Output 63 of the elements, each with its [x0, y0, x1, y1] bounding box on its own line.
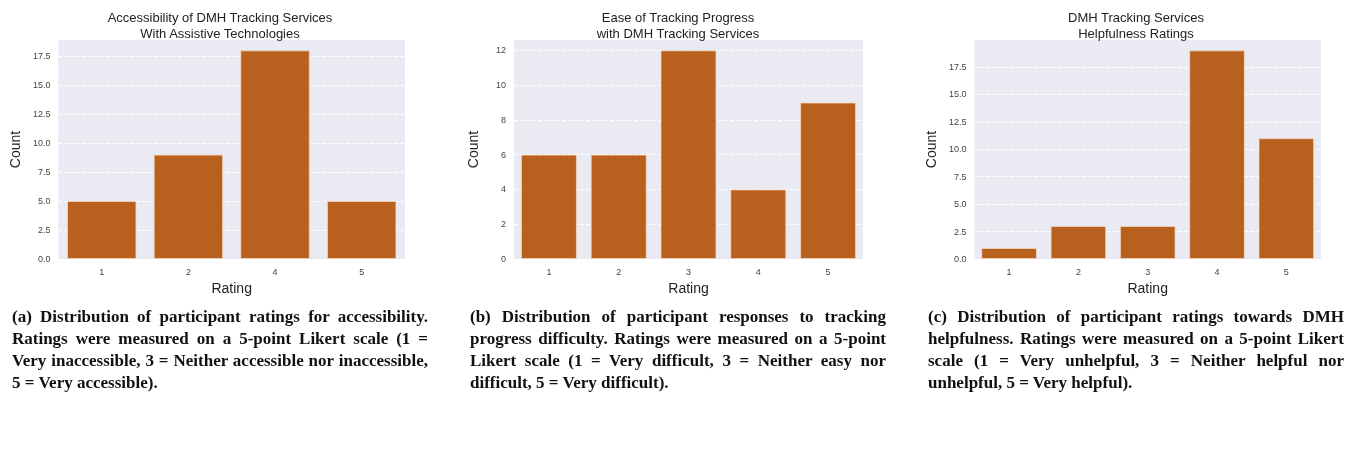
- y-tick-label: 8: [500, 114, 506, 125]
- x-tick-label: 2: [616, 266, 622, 277]
- bar: [730, 189, 787, 259]
- y-tick-label: 6: [500, 149, 506, 160]
- y-tick-label: 10.0: [948, 144, 967, 155]
- x-tick-label: 5: [825, 266, 831, 277]
- bar: [327, 201, 397, 259]
- bar: [1119, 226, 1176, 259]
- bar: [660, 50, 717, 259]
- x-tick-label: 1: [1006, 266, 1012, 277]
- x-tick-label: 2: [185, 266, 191, 277]
- bar: [153, 154, 224, 259]
- y-tick-label: 12.5: [32, 109, 51, 120]
- y-tick-label: 2.5: [953, 226, 967, 237]
- bar: [800, 102, 857, 259]
- y-tick-label: 0.0: [37, 254, 51, 264]
- x-tick-label: 1: [546, 266, 552, 277]
- y-axis-title: Count: [465, 130, 481, 169]
- y-tick-label: 0: [500, 254, 506, 264]
- y-tick-label: 15.0: [32, 80, 51, 91]
- x-tick-label: 2: [1075, 266, 1081, 277]
- y-tick-label: 15.0: [948, 89, 967, 100]
- bar: [67, 201, 137, 259]
- bar: [520, 154, 577, 259]
- bar: [1189, 50, 1245, 259]
- y-tick-label: 10: [495, 80, 506, 91]
- bar: [240, 50, 310, 259]
- x-tick-label: 5: [1283, 266, 1289, 277]
- y-tick-label: 12: [495, 45, 506, 56]
- x-tick-label: 4: [755, 266, 761, 277]
- chart-title: Ease of Tracking Progress with DMH Tracking Services: [595, 9, 760, 41]
- x-tick-label: 5: [359, 266, 365, 277]
- y-tick-label: 17.5: [32, 51, 51, 62]
- y-tick-label: 4: [500, 184, 506, 195]
- text: (c) Distribution of participant ratings towards DMH helpfulness. Ratings were measured on a 5-point Likert scale (1 = Very unhelpful, 3 = Neither helpful nor unhelpful, 5 = Very helpful).: [927, 306, 1345, 394]
- text: (b) Distribution of participant responses to tracking progress difficulty. Ratings were measured on a 5-point Likert scale (1 = Very difficult, 3 = Neither easy nor difficult, 5 = Very difficult).: [469, 306, 887, 394]
- y-tick-label: 2.5: [37, 225, 51, 236]
- y-tick-label: 7.5: [37, 167, 51, 178]
- bar: [981, 248, 1037, 259]
- x-tick-label: 4: [1214, 266, 1220, 277]
- x-tick-label: 3: [1145, 266, 1151, 277]
- y-tick-label: 10.0: [32, 138, 51, 149]
- bar: [1050, 226, 1107, 259]
- x-tick-label: 3: [685, 266, 692, 277]
- x-axis-title: Rating: [211, 280, 252, 296]
- bar: [1258, 138, 1315, 259]
- x-tick-label: 1: [99, 266, 105, 277]
- text: (a) Distribution of participant ratings for accessibility. Ratings were measured on a 5-point Likert scale (1 = Very inaccessible, 3 = Neither accessible nor inaccessible, 5 = Very accessible).: [11, 306, 429, 394]
- y-tick-label: 5.0: [37, 196, 51, 207]
- y-tick-label: 2: [500, 219, 506, 230]
- chart-title: DMH Tracking Services Helpfulness Ratings: [1068, 9, 1205, 41]
- chart-title: Accessibility of DMH Tracking Services With Assistive Technologies: [107, 9, 333, 41]
- x-axis-title: Rating: [1127, 280, 1168, 296]
- x-tick-label: 4: [272, 266, 278, 277]
- y-tick-label: 5.0: [953, 199, 967, 210]
- y-tick-label: 17.5: [948, 61, 967, 72]
- x-axis-title: Rating: [668, 280, 709, 296]
- y-tick-label: 12.5: [948, 116, 967, 127]
- y-tick-label: 0.0: [953, 254, 967, 264]
- bar: [590, 154, 647, 259]
- y-axis-title: Count: [923, 130, 939, 169]
- y-axis-title: Count: [7, 130, 23, 169]
- y-tick-label: 7.5: [953, 171, 967, 182]
